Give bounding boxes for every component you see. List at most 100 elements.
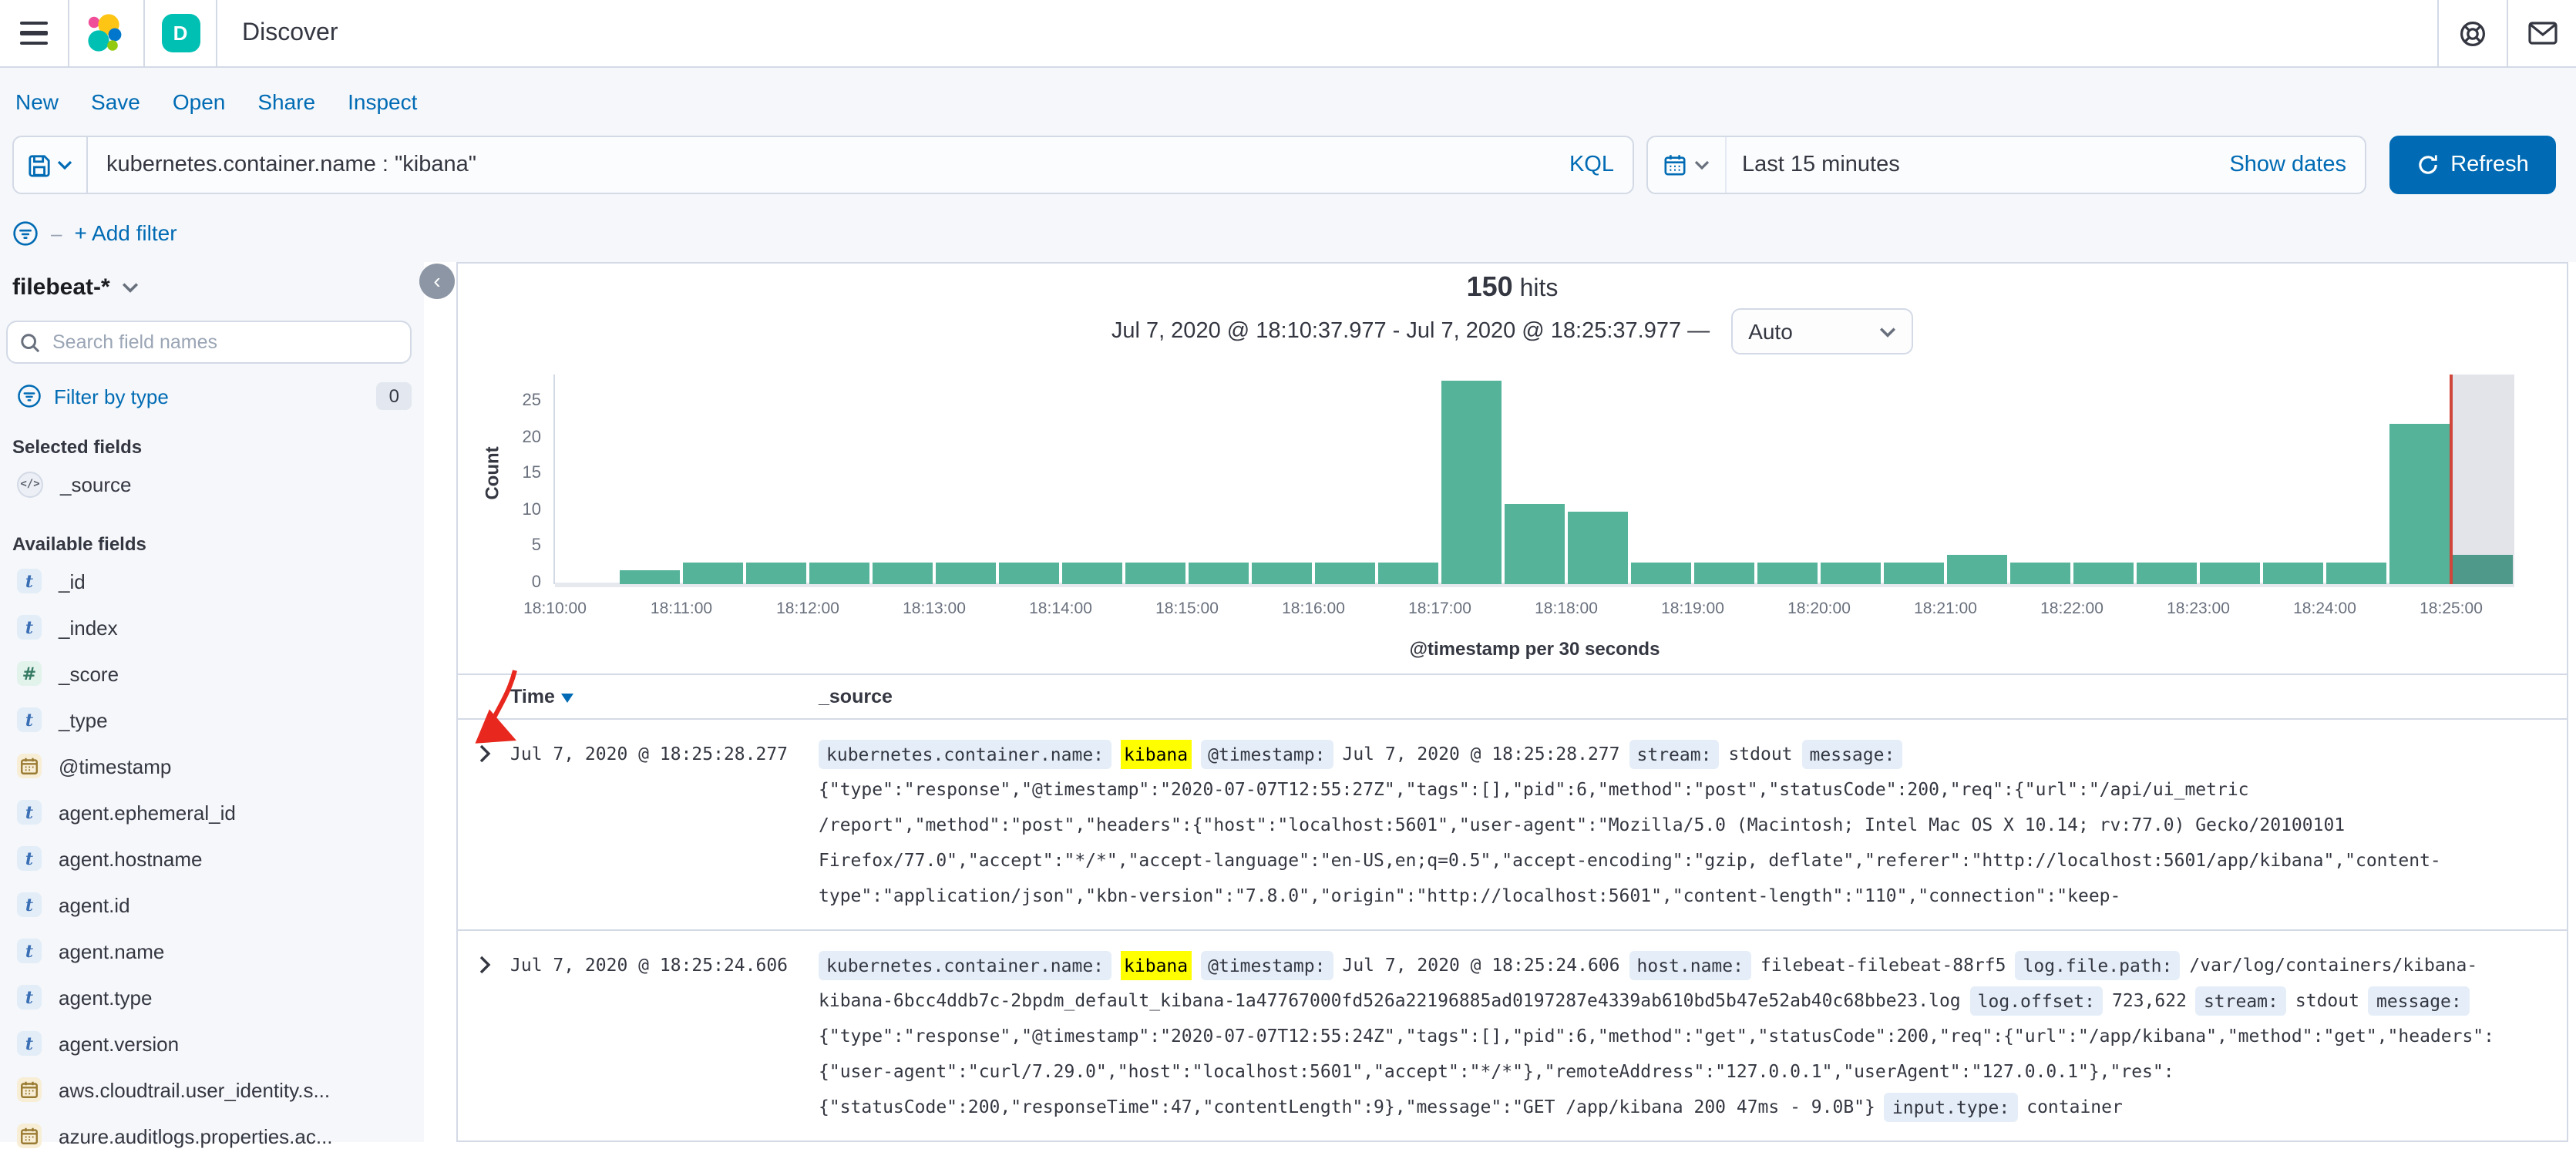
main-menu-button[interactable] (0, 0, 68, 67)
document-source: kubernetes.container.name: kibana @timesta… (819, 737, 2530, 914)
date-quick-select-button[interactable] (1648, 153, 1725, 177)
field-name: azure.auditlogs.properties.ac... (59, 1124, 333, 1147)
histogram-bar[interactable] (2010, 563, 2070, 584)
field-type-icon-num: # (17, 661, 42, 686)
field-item-agent.name[interactable]: t agent.name (6, 928, 412, 974)
query-input[interactable] (88, 137, 1551, 193)
field-type-icon-t: t (17, 1031, 42, 1056)
field-name: @timestamp (59, 754, 172, 778)
field-item-azure.auditlogs.properties.ac...[interactable]: azure.auditlogs.properties.ac... (6, 1113, 412, 1159)
histogram-bar[interactable] (1505, 504, 1565, 584)
histogram-bar[interactable] (1378, 563, 1438, 584)
field-item-_type[interactable]: t _type (6, 697, 412, 743)
source-field-name: stream: (1629, 739, 1720, 768)
field-item-_index[interactable]: t _index (6, 604, 412, 650)
field-item-agent.id[interactable]: t agent.id (6, 882, 412, 928)
divider (143, 0, 145, 67)
query-language-button[interactable]: KQL (1569, 153, 1614, 177)
histogram-bar[interactable] (1694, 563, 1754, 584)
menu-item-save[interactable]: Save (91, 89, 140, 114)
field-item-agent.hostname[interactable]: t agent.hostname (6, 835, 412, 882)
x-axis-line (555, 583, 2514, 587)
field-item-@timestamp[interactable]: @timestamp (6, 743, 412, 789)
histogram-bar[interactable] (999, 563, 1059, 584)
source-field-name: input.type: (1884, 1092, 2018, 1121)
y-tick-label: 20 (522, 428, 542, 447)
histogram-bar[interactable] (873, 563, 933, 584)
app-icon-button[interactable]: D (145, 0, 216, 67)
help-button[interactable] (2439, 0, 2507, 67)
histogram-bar[interactable] (1252, 563, 1312, 584)
fields-sidebar: filebeat-* Filter by type 0 Selected fie… (0, 262, 424, 1148)
source-line: {"statusCode":200,"responseTime":47,"con… (819, 1090, 2530, 1125)
histogram-bar[interactable] (1062, 563, 1122, 584)
histogram-bar[interactable] (1947, 555, 2007, 584)
histogram-bar[interactable] (620, 570, 680, 584)
histogram-bar[interactable] (1189, 563, 1249, 584)
source-text: {"statusCode":200,"responseTime":47,"con… (819, 1096, 1875, 1117)
expand-document-button[interactable] (472, 952, 496, 977)
histogram-bar[interactable] (809, 563, 869, 584)
field-item-_source[interactable]: </> _source (6, 461, 412, 507)
histogram-bar[interactable] (1441, 381, 1502, 584)
histogram-bar[interactable] (2200, 563, 2260, 584)
histogram-bar[interactable] (2263, 563, 2323, 584)
time-range-button[interactable]: Last 15 minutes (1742, 153, 1900, 177)
hits-count: 150 (1466, 271, 1513, 302)
add-filter-button[interactable]: + Add filter (74, 220, 177, 245)
refresh-button[interactable]: Refresh (2389, 136, 2556, 194)
field-name: _index (59, 616, 118, 639)
histogram-bar[interactable] (936, 563, 996, 584)
histogram-bar[interactable] (683, 563, 743, 584)
interval-select[interactable]: Auto (1731, 308, 1914, 354)
field-name: _id (59, 569, 86, 593)
histogram-bar[interactable] (1884, 563, 1944, 584)
saved-query-menu-button[interactable] (14, 137, 88, 193)
source-field-name: message: (1801, 739, 1903, 768)
menu-item-open[interactable]: Open (172, 89, 226, 114)
filter-icon[interactable] (12, 220, 39, 246)
filter-by-type-button[interactable]: Filter by type (54, 385, 169, 408)
x-tick-label: 18:16:00 (1282, 600, 1345, 618)
menu-item-share[interactable]: Share (257, 89, 316, 114)
elastic-logo (88, 13, 122, 51)
histogram-bar[interactable] (1757, 563, 1818, 584)
x-tick-label: 18:15:00 (1155, 600, 1219, 618)
newsfeed-button[interactable] (2508, 0, 2576, 67)
expand-document-button[interactable] (472, 741, 496, 766)
histogram-bar[interactable] (2453, 555, 2513, 584)
elastic-logo-button[interactable] (69, 0, 143, 67)
menu-item-inspect[interactable]: Inspect (348, 89, 418, 114)
field-item-agent.ephemeral_id[interactable]: t agent.ephemeral_id (6, 789, 412, 835)
histogram-bar[interactable] (1125, 563, 1185, 584)
collapse-sidebar-button[interactable]: ‹ (419, 264, 455, 299)
field-item-_id[interactable]: t _id (6, 558, 412, 604)
field-item-agent.version[interactable]: t agent.version (6, 1020, 412, 1067)
show-dates-button[interactable]: Show dates (2229, 153, 2346, 177)
field-item-_score[interactable]: # _score (6, 650, 412, 697)
column-header-time[interactable]: Time (510, 675, 573, 720)
field-name: agent.version (59, 1032, 180, 1055)
filter-icon (18, 385, 41, 408)
histogram-bar[interactable] (2073, 563, 2134, 584)
field-type-icon-t: t (17, 615, 42, 640)
source-text: Firefox/77.0","accept":"*/*","accept-lan… (819, 849, 2441, 871)
chevron-down-icon (1880, 327, 1896, 337)
histogram-bar[interactable] (1821, 563, 1881, 584)
menu-item-new[interactable]: New (15, 89, 59, 114)
field-item-aws.cloudtrail.user_identity.s...[interactable]: aws.cloudtrail.user_identity.s... (6, 1067, 412, 1113)
field-type-icon-t: t (17, 939, 42, 963)
histogram-bar[interactable] (2389, 424, 2450, 584)
field-item-agent.type[interactable]: t agent.type (6, 974, 412, 1020)
histogram-bar[interactable] (746, 563, 806, 584)
hits-label: hits (1519, 276, 1559, 302)
field-search-input[interactable] (49, 330, 398, 354)
histogram-bar[interactable] (2326, 563, 2386, 584)
index-pattern-switcher[interactable]: filebeat-* (6, 274, 412, 301)
histogram-bar[interactable] (2137, 563, 2197, 584)
divider (2437, 0, 2439, 67)
histogram-bar[interactable] (1315, 563, 1375, 584)
histogram-bar[interactable] (1568, 512, 1628, 584)
menu-bar: New Save Open Share Inspect (12, 68, 417, 136)
histogram-bar[interactable] (1631, 563, 1691, 584)
